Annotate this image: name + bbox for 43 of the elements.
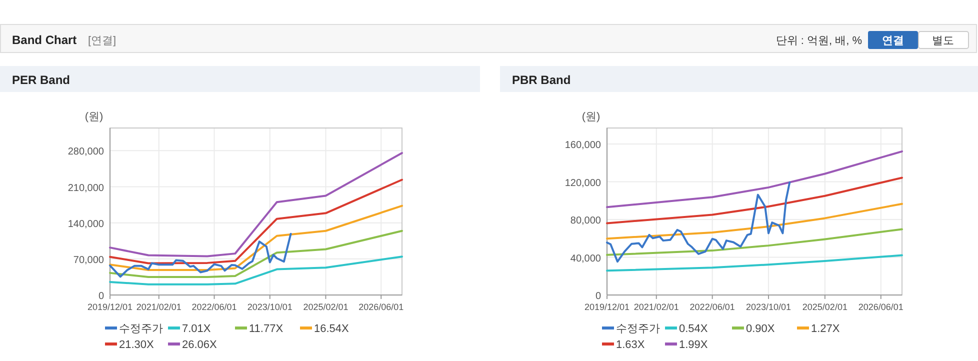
y-tick-label: 80,000 — [570, 216, 602, 227]
legend-label: 21.30X — [119, 339, 155, 351]
x-tick-label: 2026/06/01 — [858, 302, 904, 312]
chart-title: PER Band — [12, 73, 70, 87]
legend-label: 수정주가 — [119, 323, 163, 335]
y-tick-label: 120,000 — [564, 178, 602, 189]
legend-label: 1.63X — [616, 339, 646, 351]
x-tick-label: 2025/02/01 — [802, 302, 848, 312]
text: Band Chart — [12, 33, 77, 47]
y-tick-label: 160,000 — [564, 140, 602, 152]
y-tick-label: 0 — [98, 291, 104, 302]
y-axis-title: (원) — [84, 111, 104, 123]
y-tick-label: 280,000 — [68, 146, 104, 158]
legend-label: 0.90X — [746, 323, 776, 335]
x-tick-label: 2023/10/01 — [247, 302, 292, 312]
y-tick-label: 40,000 — [570, 253, 602, 264]
legend-label: 7.01X — [182, 323, 212, 335]
legend-label: 16.54X — [314, 323, 350, 335]
x-tick-label: 2019/12/01 — [584, 302, 630, 312]
x-tick-label: 2025/02/01 — [303, 302, 348, 312]
text: 연결 — [882, 35, 904, 47]
x-tick-label: 2022/06/01 — [690, 302, 735, 312]
y-tick-label: 140,000 — [68, 218, 104, 230]
x-tick-label: 2023/10/01 — [746, 302, 792, 312]
y-tick-label: 70,000 — [73, 254, 104, 266]
text: 단위 : 억원, 배, % — [776, 35, 862, 47]
x-tick-label: 2026/06/01 — [358, 302, 404, 312]
y-axis-title: (원) — [582, 111, 600, 123]
legend-label: 1.99X — [679, 339, 708, 351]
chart-title: PBR Band — [512, 73, 571, 87]
text: 별도 — [932, 35, 954, 47]
legend-label: 26.06X — [182, 339, 218, 351]
y-tick-label: 0 — [595, 291, 602, 302]
y-tick-label: 210,000 — [68, 182, 104, 194]
legend-label: 수정주가 — [616, 323, 660, 335]
x-tick-label: 2021/02/01 — [634, 302, 679, 312]
legend-label: 1.27X — [811, 323, 840, 335]
text: [연결] — [88, 35, 116, 47]
x-tick-label: 2021/02/01 — [136, 302, 182, 312]
legend-label: 11.77X — [249, 323, 284, 335]
x-tick-label: 2022/06/01 — [192, 302, 237, 312]
legend-label: 0.54X — [679, 323, 708, 335]
x-tick-label: 2019/12/01 — [87, 302, 133, 312]
